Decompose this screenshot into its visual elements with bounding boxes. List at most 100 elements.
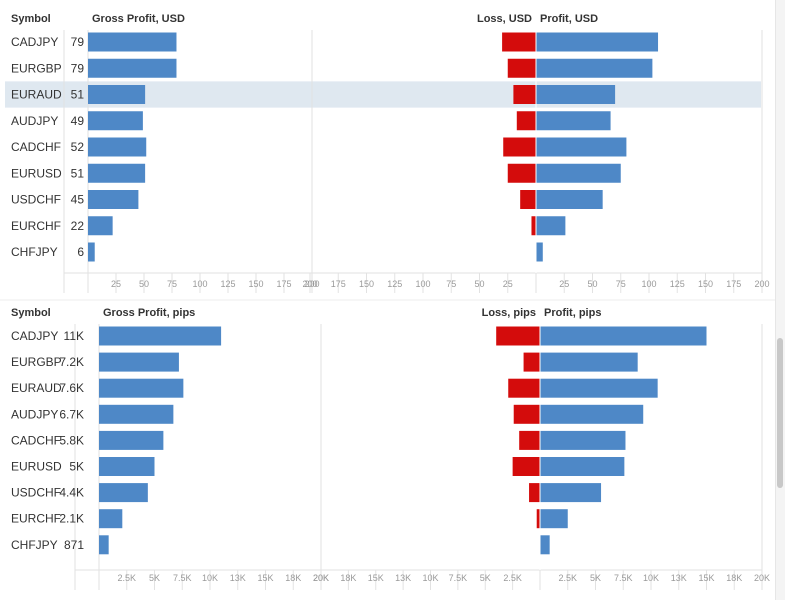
gross-value-label: 52: [71, 140, 85, 154]
profit-bar[interactable]: [540, 430, 626, 450]
loss-bar[interactable]: [536, 509, 540, 529]
vertical-scrollbar[interactable]: [775, 0, 785, 600]
loss-axis-tick-label: 100: [415, 279, 430, 289]
symbol-label: EURCHF: [11, 512, 61, 526]
profit-bar[interactable]: [540, 535, 550, 555]
profit-axis-tick-label: 50: [587, 279, 597, 289]
loss-bar[interactable]: [513, 404, 540, 424]
symbol-label: EURAUD: [11, 381, 62, 395]
profit-bar[interactable]: [536, 216, 566, 236]
loss-axis-tick-label: 200: [302, 279, 317, 289]
loss-bar[interactable]: [503, 137, 536, 157]
gross-axis-tick-label: 200: [304, 279, 319, 289]
gross-value-label: 5.8K: [59, 433, 84, 447]
profit-bar[interactable]: [540, 352, 638, 372]
loss-axis-tick-label: 150: [359, 279, 374, 289]
loss-axis-tick-label: 5K: [480, 573, 491, 583]
loss-bar[interactable]: [508, 378, 540, 398]
gross-profit-bar[interactable]: [99, 326, 222, 346]
gross-profit-bar[interactable]: [99, 352, 179, 372]
profit-bar[interactable]: [540, 326, 707, 346]
profit-axis-tick-label: 150: [698, 279, 713, 289]
gross-value-label: 45: [71, 193, 85, 207]
loss-bar[interactable]: [513, 85, 536, 104]
gross-value-label: 4.4K: [59, 486, 84, 500]
gross-profit-bar[interactable]: [88, 190, 139, 209]
symbol-label: EURUSD: [11, 166, 62, 180]
profit-bar[interactable]: [540, 457, 625, 476]
loss-axis-tick-label: 25: [503, 279, 513, 289]
gross-profit-bar[interactable]: [99, 483, 148, 503]
gross-profit-bar[interactable]: [88, 85, 146, 104]
profit-bar[interactable]: [536, 32, 659, 52]
loss-bar[interactable]: [512, 457, 540, 476]
loss-bar[interactable]: [496, 326, 540, 346]
gross-profit-bar[interactable]: [88, 242, 95, 262]
profit-bar[interactable]: [536, 163, 621, 183]
symbol-label: EURGBP: [11, 61, 62, 75]
gross-profit-bar[interactable]: [88, 58, 177, 78]
gross-profit-bar[interactable]: [99, 535, 109, 555]
loss-header: Loss, USD: [477, 13, 532, 25]
loss-bar[interactable]: [502, 32, 536, 52]
loss-bar[interactable]: [523, 352, 540, 372]
loss-bar[interactable]: [507, 163, 536, 183]
loss-axis-tick-label: 175: [331, 279, 346, 289]
gross-value-label: 6: [77, 245, 84, 259]
gross-profit-bar[interactable]: [88, 32, 177, 52]
profit-axis-tick-label: 5K: [590, 573, 601, 583]
symbol-label: CADCHF: [11, 140, 61, 154]
profit-bar[interactable]: [540, 483, 602, 503]
profit-bar[interactable]: [540, 404, 644, 424]
gross-profit-bar[interactable]: [88, 216, 113, 236]
gross-axis-tick-label: 15K: [257, 573, 273, 583]
gross-profit-bar[interactable]: [88, 137, 147, 157]
profit-bar[interactable]: [536, 58, 653, 78]
symbol-label: EURAUD: [11, 88, 62, 102]
gross-value-label: 7.2K: [59, 355, 84, 369]
loss-axis-tick-label: 75: [446, 279, 456, 289]
symbol-label: CHFJPY: [11, 538, 58, 552]
symbol-label: EURCHF: [11, 219, 61, 233]
profit-bar[interactable]: [536, 137, 627, 157]
profit-bar[interactable]: [536, 85, 616, 104]
chart-panel-1: Symbol Gross Profit, USD Loss, USD Profit, …: [5, 13, 770, 293]
scrollbar-thumb[interactable]: [777, 338, 783, 488]
gross-value-label: 51: [71, 166, 85, 180]
gross-profit-bar[interactable]: [99, 404, 174, 424]
profit-bar[interactable]: [536, 190, 603, 209]
loss-bar[interactable]: [531, 216, 536, 236]
gross-value-label: 49: [71, 114, 85, 128]
loss-bar[interactable]: [507, 58, 536, 78]
loss-axis-tick-label: 50: [474, 279, 484, 289]
loss-axis-tick-label: 15K: [368, 573, 384, 583]
profit-bar[interactable]: [540, 378, 658, 398]
symbol-label: CADJPY: [11, 329, 58, 343]
profit-axis-tick-label: 2.5K: [558, 573, 577, 583]
gross-profit-bar[interactable]: [88, 111, 143, 131]
chart-panel-2: Symbol Gross Profit, pips Loss, pips Profit…: [11, 307, 770, 590]
loss-bar[interactable]: [519, 430, 540, 450]
gross-axis-tick-label: 125: [220, 279, 235, 289]
profit-axis-tick-label: 10K: [643, 573, 659, 583]
profit-bar[interactable]: [536, 111, 611, 131]
gross-profit-bar[interactable]: [99, 457, 155, 476]
gross-axis-tick-label: 13K: [230, 573, 246, 583]
gross-profit-bar[interactable]: [99, 509, 123, 529]
loss-axis-tick-label: 20K: [313, 573, 329, 583]
loss-bar[interactable]: [529, 483, 540, 503]
loss-bar[interactable]: [516, 111, 536, 131]
gross-profit-bar[interactable]: [99, 378, 184, 398]
loss-bar[interactable]: [520, 190, 536, 209]
symbol-label: USDCHF: [11, 193, 61, 207]
profit-axis-tick-label: 75: [616, 279, 626, 289]
profit-bar[interactable]: [536, 242, 543, 262]
gross-profit-bar[interactable]: [88, 163, 146, 183]
gross-axis-tick-label: 7.5K: [173, 573, 192, 583]
loss-axis-tick-label: 18K: [340, 573, 356, 583]
gross-axis-tick-label: 18K: [285, 573, 301, 583]
profit-axis-tick-label: 18K: [726, 573, 742, 583]
profit-bar[interactable]: [540, 509, 568, 529]
gross-profit-bar[interactable]: [99, 430, 164, 450]
